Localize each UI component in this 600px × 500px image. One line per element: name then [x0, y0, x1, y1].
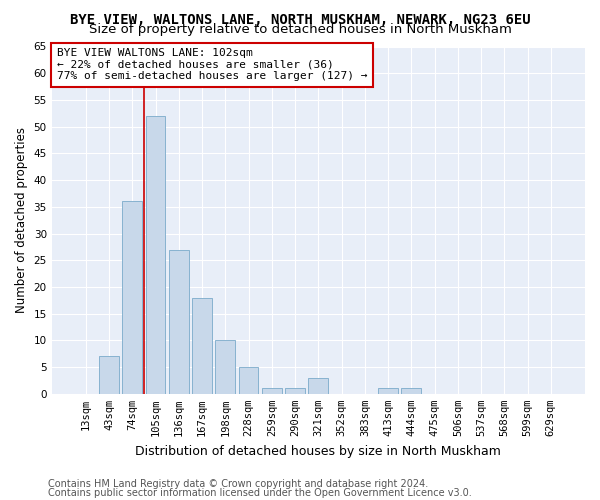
Bar — [99, 356, 119, 394]
Bar — [215, 340, 235, 394]
Bar — [192, 298, 212, 394]
Bar — [146, 116, 166, 394]
Bar — [378, 388, 398, 394]
Y-axis label: Number of detached properties: Number of detached properties — [15, 127, 28, 313]
Text: Size of property relative to detached houses in North Muskham: Size of property relative to detached ho… — [89, 22, 511, 36]
Text: BYE VIEW, WALTONS LANE, NORTH MUSKHAM, NEWARK, NG23 6EU: BYE VIEW, WALTONS LANE, NORTH MUSKHAM, N… — [70, 12, 530, 26]
Bar — [285, 388, 305, 394]
Bar — [122, 202, 142, 394]
Bar — [262, 388, 282, 394]
X-axis label: Distribution of detached houses by size in North Muskham: Distribution of detached houses by size … — [136, 444, 501, 458]
Bar — [169, 250, 188, 394]
Bar — [401, 388, 421, 394]
Bar — [308, 378, 328, 394]
Text: BYE VIEW WALTONS LANE: 102sqm
← 22% of detached houses are smaller (36)
77% of s: BYE VIEW WALTONS LANE: 102sqm ← 22% of d… — [57, 48, 367, 82]
Text: Contains HM Land Registry data © Crown copyright and database right 2024.: Contains HM Land Registry data © Crown c… — [48, 479, 428, 489]
Bar — [239, 367, 259, 394]
Text: Contains public sector information licensed under the Open Government Licence v3: Contains public sector information licen… — [48, 488, 472, 498]
